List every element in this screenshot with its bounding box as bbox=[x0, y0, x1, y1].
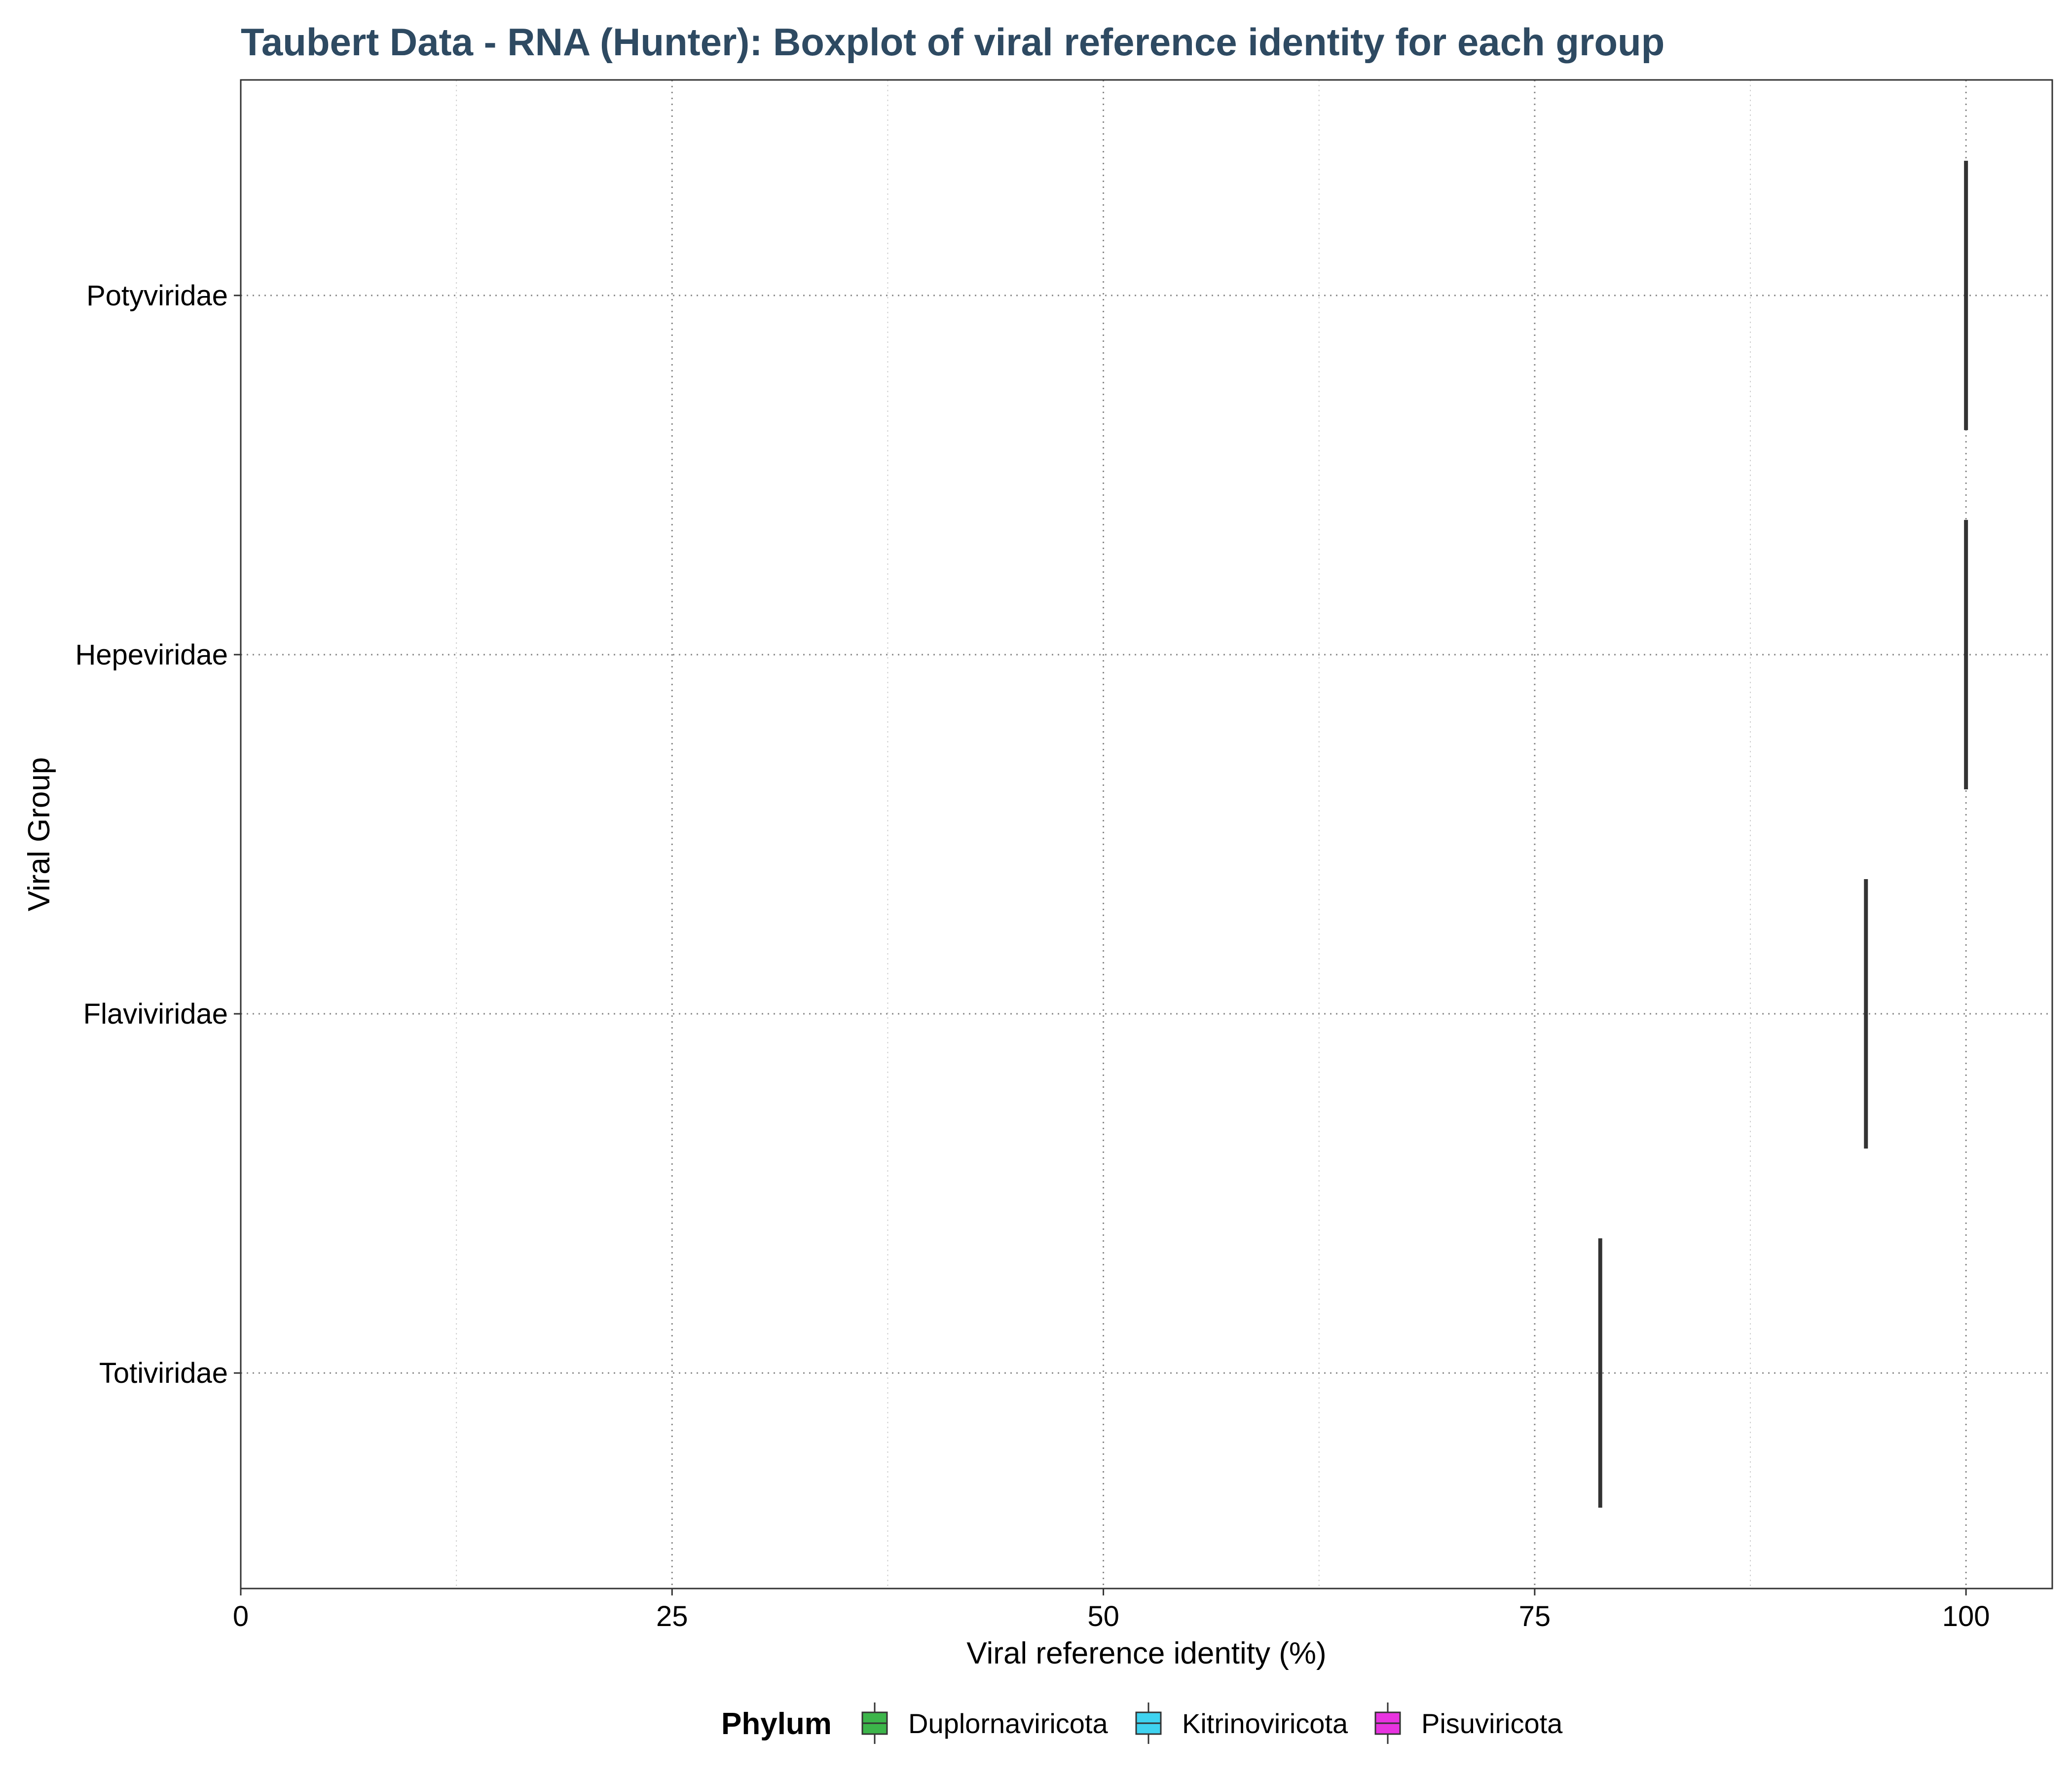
legend-label: Kitrinoviricota bbox=[1182, 1708, 1348, 1739]
x-tick-label: 0 bbox=[233, 1600, 249, 1632]
legend-label: Duplornaviricota bbox=[908, 1708, 1108, 1739]
y-tick-label: Totiviridae bbox=[99, 1357, 228, 1389]
legend-label: Pisuviricota bbox=[1421, 1708, 1563, 1739]
x-tick-label: 100 bbox=[1942, 1600, 1990, 1632]
x-tick-label: 75 bbox=[1519, 1600, 1551, 1632]
x-tick-label: 50 bbox=[1087, 1600, 1119, 1632]
y-tick-label: Potyviridae bbox=[86, 280, 228, 312]
boxes bbox=[1598, 160, 1968, 1508]
x-axis-title: Viral reference identity (%) bbox=[966, 1636, 1326, 1670]
y-axis-title: Viral Group bbox=[22, 757, 56, 911]
x-tick-label: 25 bbox=[656, 1600, 688, 1632]
x-axis: 0 25 50 75 100 bbox=[233, 1589, 1990, 1632]
y-axis: Potyviridae Hepeviridae Flaviviridae Totivi… bbox=[75, 280, 241, 1389]
chart-title: Taubert Data - RNA (Hunter): Boxplot of … bbox=[241, 20, 1665, 64]
y-tick-label: Flaviviridae bbox=[83, 998, 228, 1030]
y-tick-label: Hepeviridae bbox=[75, 639, 228, 671]
legend: Phylum Duplornaviricota Kitrinoviricota Pis… bbox=[721, 1702, 1563, 1744]
major-grid bbox=[240, 80, 2052, 1589]
legend-title: Phylum bbox=[721, 1707, 832, 1741]
plot-panel-border bbox=[240, 79, 2053, 1590]
